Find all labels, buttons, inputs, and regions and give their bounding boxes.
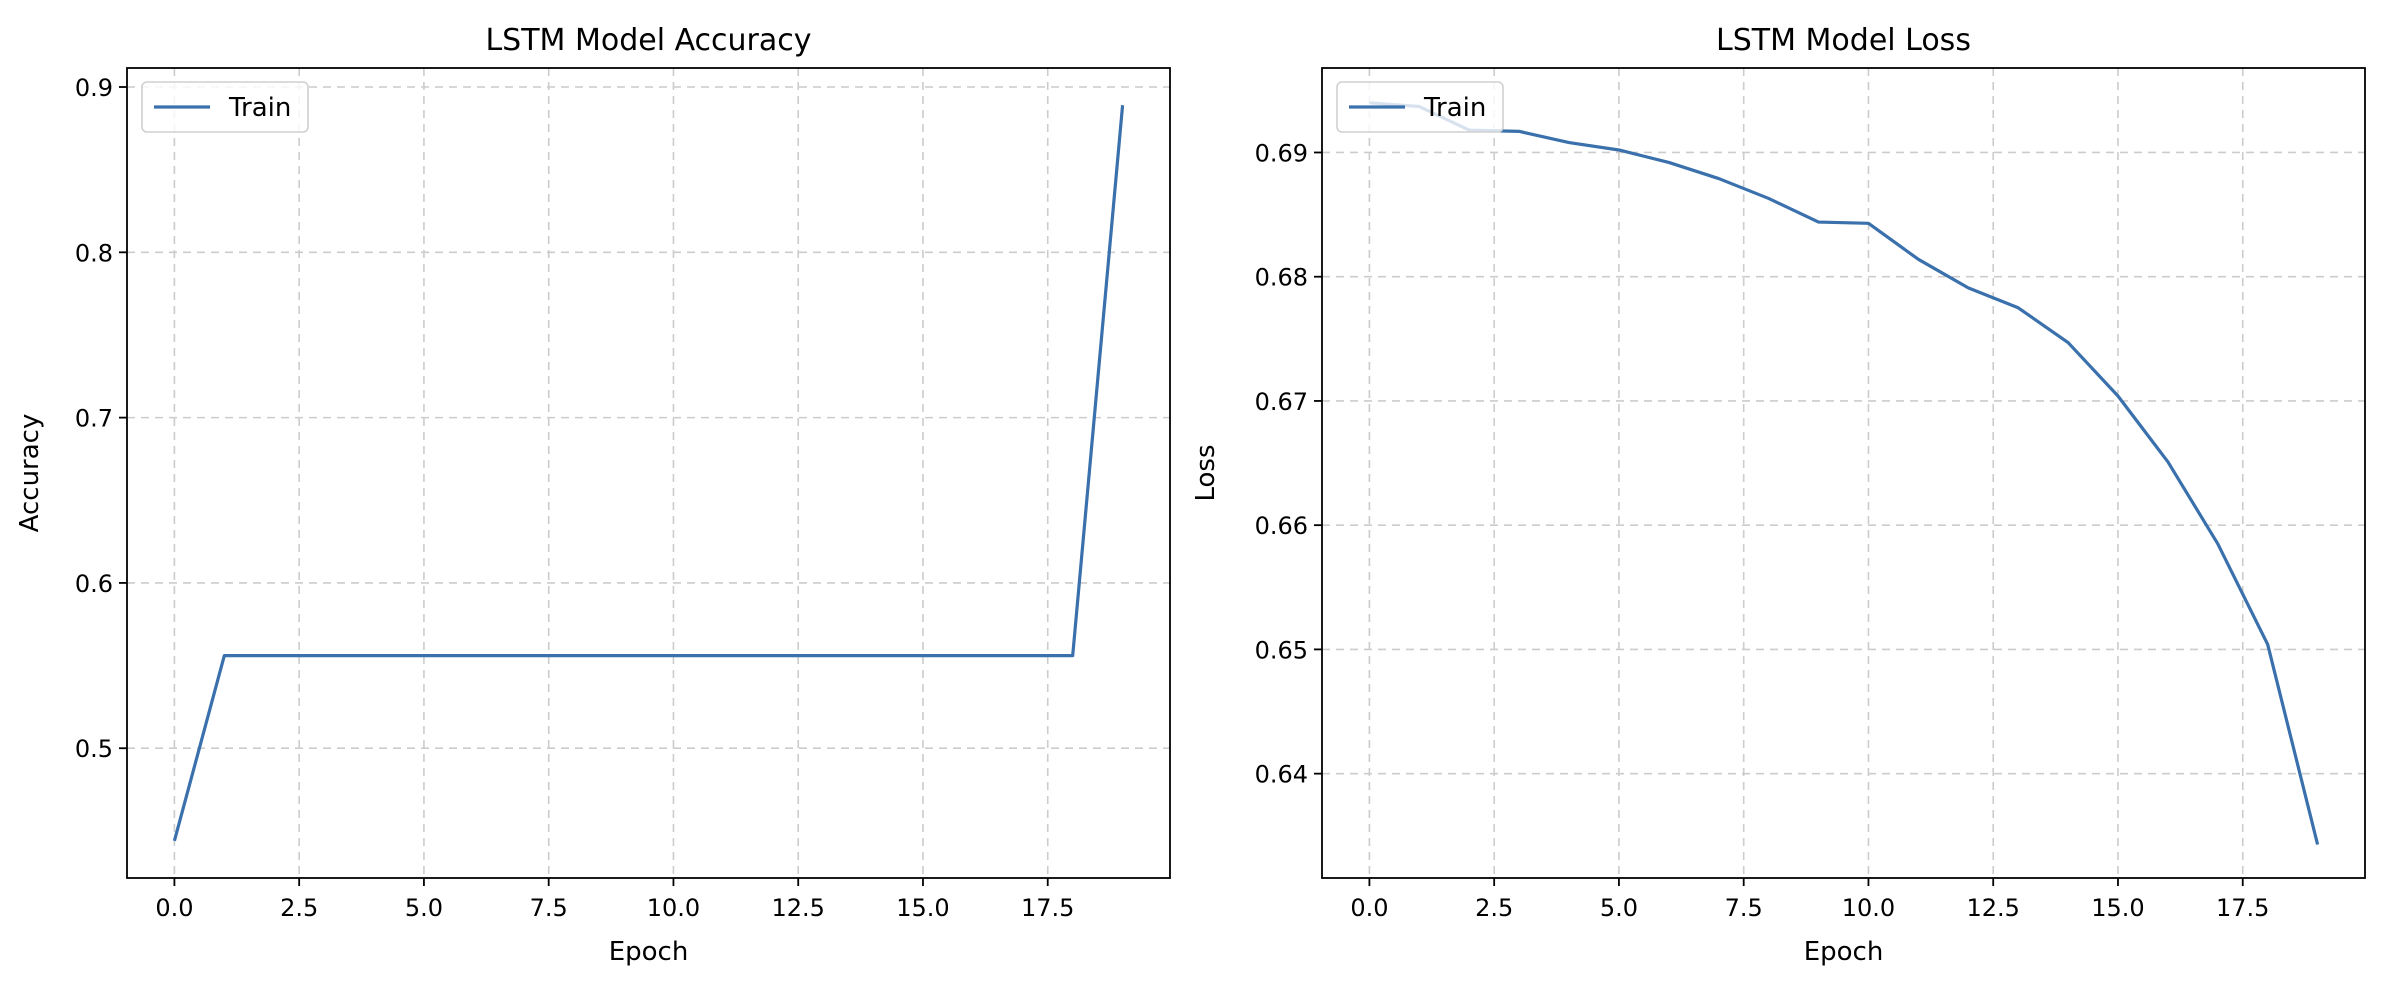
loss-legend-box xyxy=(1336,81,1504,133)
accuracy-y-tick-label: 0.8 xyxy=(75,239,113,267)
accuracy-x-axis-label: Epoch xyxy=(609,937,689,967)
loss-y-tick-label: 0.68 xyxy=(1255,264,1308,292)
accuracy-x-tick-label: 10.0 xyxy=(647,894,700,922)
accuracy-y-axis-label: Accuracy xyxy=(15,414,45,533)
loss-x-tick-label: 17.5 xyxy=(2216,894,2269,922)
loss-y-tick-label: 0.65 xyxy=(1255,636,1308,664)
accuracy-x-tick-label: 5.0 xyxy=(405,894,443,922)
accuracy-x-tick-label: 0.0 xyxy=(155,894,193,922)
loss-x-tick-label: 2.5 xyxy=(1475,894,1513,922)
accuracy-plot-frame xyxy=(126,67,1171,879)
accuracy-x-tick-label: 7.5 xyxy=(530,894,568,922)
loss-chart-title: LSTM Model Loss xyxy=(1716,23,1971,58)
accuracy-y-tick-label: 0.9 xyxy=(75,74,113,102)
loss-legend: Train xyxy=(1336,81,1504,133)
accuracy-legend-label: Train xyxy=(228,93,291,123)
loss-x-axis-label: Epoch xyxy=(1804,937,1884,967)
loss-x-tick-label: 7.5 xyxy=(1725,894,1763,922)
loss-y-tick-label: 0.69 xyxy=(1255,139,1308,167)
accuracy-x-tick-label: 17.5 xyxy=(1021,894,1074,922)
accuracy-series-line-train xyxy=(172,105,1125,842)
accuracy-y-tick-label: 0.7 xyxy=(75,405,113,433)
loss-y-axis-label: Loss xyxy=(1191,444,1221,501)
accuracy-x-tick-label: 12.5 xyxy=(771,894,824,922)
accuracy-legend-box xyxy=(141,81,309,133)
loss-legend-label: Train xyxy=(1423,93,1486,123)
loss-x-tick-label: 10.0 xyxy=(1842,894,1895,922)
accuracy-chart-title: LSTM Model Accuracy xyxy=(485,23,811,58)
accuracy-legend: Train xyxy=(141,81,309,133)
accuracy-x-tick-label: 2.5 xyxy=(280,894,318,922)
loss-x-tick-label: 15.0 xyxy=(2091,894,2144,922)
accuracy-chart: 0.0 2.5 5.0 7.5 10.0 12.5 15.0 17.5 0.5 0.6 0.7 0.8… xyxy=(15,23,1171,967)
loss-x-tick-label: 12.5 xyxy=(1966,894,2019,922)
loss-chart: 0.0 2.5 5.0 7.5 10.0 12.5 15.0 17.5 0.64 0.65 0.66… xyxy=(1191,23,2366,967)
loss-series-line-train xyxy=(1369,101,2320,845)
loss-x-tick-label: 5.0 xyxy=(1600,894,1638,922)
loss-y-tick-label: 0.67 xyxy=(1255,388,1308,416)
loss-plot-frame xyxy=(1321,67,2366,879)
accuracy-y-tick-label: 0.6 xyxy=(75,570,113,598)
accuracy-x-tick-label: 15.0 xyxy=(896,894,949,922)
loss-x-tick-label: 0.0 xyxy=(1350,894,1388,922)
loss-y-tick-label: 0.64 xyxy=(1255,761,1308,789)
accuracy-y-tick-label: 0.5 xyxy=(75,735,113,763)
loss-y-tick-label: 0.66 xyxy=(1255,512,1308,540)
